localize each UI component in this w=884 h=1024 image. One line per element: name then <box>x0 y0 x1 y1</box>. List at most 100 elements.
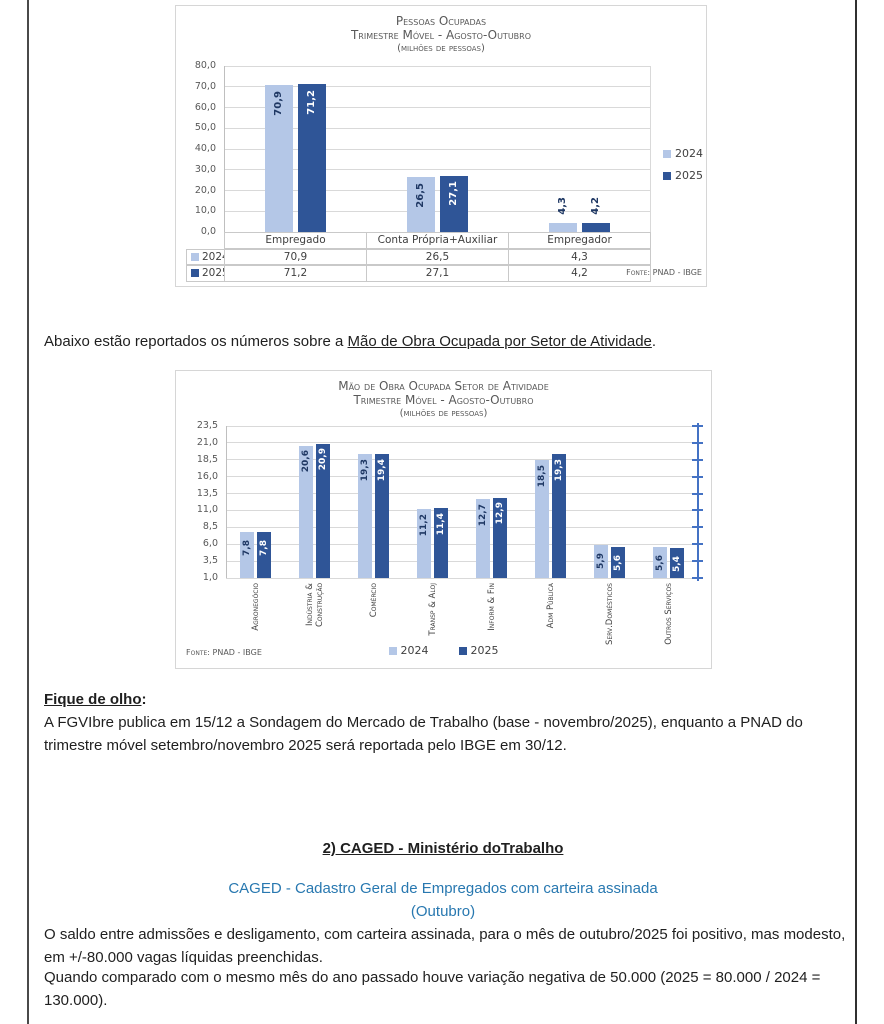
chart-subtitle: Trimestre Móvel - Agosto-Outubro <box>353 393 534 407</box>
caged-heading-text: 2) CAGED - Ministério doTrabalho <box>322 840 564 857</box>
legend-item-2024: 2024 <box>663 147 703 160</box>
bar-2024 <box>299 445 313 578</box>
chart-title: Pessoas Ocupadas <box>395 14 487 28</box>
table-value-cell: 4,2 <box>508 265 651 282</box>
caged-section-heading: 2) CAGED - Ministério doTrabalho <box>30 837 856 860</box>
y-tick-label: 70,0 <box>194 80 216 92</box>
legend-item-2024: 2024 <box>388 644 429 657</box>
bar-value-label: 27,1 <box>437 179 471 209</box>
bar-2025 <box>439 175 468 232</box>
source-label: Fonte: PNAD - IBGE <box>626 268 702 277</box>
intro-text-suffix: . <box>651 333 657 350</box>
table-value-cell: 27,1 <box>366 265 509 282</box>
bar-value-label: 20,9 <box>313 447 333 473</box>
bar-value-text: 5,4 <box>672 556 682 573</box>
y-tick-label: 8,5 <box>202 521 218 533</box>
grid-line <box>224 148 650 150</box>
bar-value-label: 19,3 <box>549 457 569 483</box>
legend-swatch-2024 <box>663 149 671 158</box>
y-tick-label: 23,5 <box>196 420 218 431</box>
category-label-text: Serv.Domésticos <box>604 583 615 646</box>
bar-2025 <box>493 497 507 578</box>
bar-value-text: 12,9 <box>495 502 505 525</box>
fique-de-olho-paragraph: A FGVIbre publica em 15/12 a Sondagem do… <box>44 714 803 754</box>
bar-2025 <box>316 443 330 578</box>
bar-2024 <box>476 498 490 578</box>
bar-value-text: 5,6 <box>613 554 623 571</box>
secondary-axis-tick <box>692 526 703 529</box>
bar-value-text: 4,3 <box>557 197 568 215</box>
bar-value-label: 26,5 <box>404 180 438 210</box>
chart-unit: (milhões de pessoas) <box>397 43 485 54</box>
table-value-cell: 26,5 <box>366 248 509 265</box>
bar-2024 <box>535 459 549 578</box>
secondary-axis-tick <box>692 577 703 579</box>
bar-value-label: 70,9 <box>262 88 296 118</box>
bar-2025 <box>552 454 566 578</box>
y-tick-label: 18,5 <box>196 453 218 465</box>
secondary-axis-line <box>697 423 699 581</box>
y-tick-label: 50,0 <box>194 122 216 134</box>
y-axis-line <box>224 66 225 232</box>
legend-label: 2024 <box>400 644 429 657</box>
bar-value-label: 4,3 <box>546 191 580 221</box>
bar-value-text: 18,5 <box>537 464 547 487</box>
bar-value-text: 71,2 <box>306 89 317 115</box>
bar-value-label: 5,6 <box>608 550 628 576</box>
secondary-axis-tick <box>692 543 703 546</box>
table-series-name: 2024 <box>202 250 229 263</box>
y-tick-label: 11,0 <box>196 504 218 516</box>
bar-2025 <box>297 84 326 232</box>
fique-de-olho-colon: : <box>141 691 147 708</box>
fique-de-olho-label: Fique de olho <box>44 691 142 708</box>
bar-2025 <box>257 532 271 578</box>
y-tick-label: 3,5 <box>202 555 218 567</box>
y-tick-label: 10,0 <box>194 205 216 217</box>
secondary-axis-tick <box>692 475 703 478</box>
grid-line <box>224 169 650 171</box>
table-header-cell: Conta Própria+Auxiliar <box>366 232 509 249</box>
grid-line <box>224 127 650 129</box>
source-label: Fonte: PNAD - IBGE <box>186 648 262 657</box>
grid-line <box>226 425 698 427</box>
bar-value-label: 71,2 <box>295 87 329 117</box>
legend-swatch-2025 <box>191 269 199 278</box>
y-tick-label: 6,0 <box>202 538 218 550</box>
bar-value-text: 7,8 <box>259 540 269 557</box>
bar-value-text: 5,9 <box>596 552 606 569</box>
table-value-cell: 4,3 <box>508 248 651 265</box>
page-border-right <box>855 0 857 1024</box>
bar-2024 <box>358 454 372 578</box>
bar-value-text: 5,6 <box>655 554 665 571</box>
bar-value-text: 20,9 <box>318 448 328 471</box>
intro-paragraph: Abaixo estão reportados os números sobre… <box>44 330 856 353</box>
category-label-text: Agronegócio <box>250 583 261 631</box>
y-tick-label: 80,0 <box>194 60 216 71</box>
caged-month: (Outubro) <box>410 903 476 920</box>
y-axis-line <box>226 426 227 578</box>
legend-swatch-2025 <box>663 171 671 180</box>
grid-line <box>224 107 650 108</box>
grid-line <box>226 543 698 545</box>
y-tick-label: 21,0 <box>196 436 218 448</box>
chart-unit: (milhões de pessoas) <box>399 408 488 419</box>
grid-line <box>224 210 650 212</box>
grid-line <box>224 65 650 67</box>
grid-line <box>226 526 698 528</box>
category-label-text: Outros Serviços <box>663 583 674 645</box>
y-tick-label: 13,5 <box>196 487 218 499</box>
y-tick-label: 30,0 <box>194 163 216 175</box>
category-label-text: Adm Pública <box>545 583 556 629</box>
bar-value-label: 4,2 <box>579 191 613 221</box>
chart-legend: 2024 2025 <box>663 147 703 182</box>
chart-legend: 2024 2025 <box>176 644 711 657</box>
caged-subtitle: CAGED - Cadastro Geral de Empregados com… <box>228 880 658 897</box>
bar-2024 <box>548 223 577 232</box>
bar-value-label: 7,8 <box>254 535 274 561</box>
grid-line <box>226 459 698 461</box>
bar-2024 <box>653 546 667 578</box>
bar-value-text: 11,2 <box>419 513 429 537</box>
table-header-cell: Empregador <box>508 232 651 249</box>
category-label-text: Comércio <box>368 583 379 618</box>
y-tick-label: 1,0 <box>202 572 218 583</box>
